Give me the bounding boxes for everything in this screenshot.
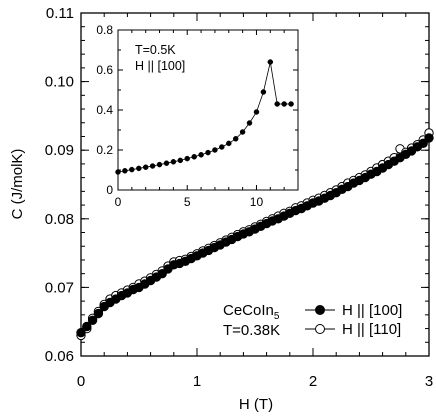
inset-series-point — [191, 154, 197, 160]
main-data-points — [76, 128, 434, 341]
inset-series-point — [226, 140, 232, 147]
legend-marker-110 — [315, 324, 325, 334]
inset-y-tick-label: 0.4 — [96, 103, 113, 117]
inset-series-point — [239, 129, 246, 135]
inset-temperature-label: T=0.5K — [135, 43, 176, 57]
main-y-tick-label: 0.11 — [46, 5, 74, 22]
inset-series-point — [232, 136, 239, 142]
inset-series-point — [274, 101, 280, 107]
main-y-tick-label: 0.08 — [45, 211, 74, 228]
material-main-text: CeCoIn — [223, 302, 274, 319]
inset-series-point — [288, 101, 294, 107]
inset-series-point — [149, 163, 156, 169]
series-100-point — [82, 321, 92, 332]
inset-series-point — [184, 155, 190, 162]
inset-y-tick-label: 0.2 — [96, 143, 113, 157]
inset-plot-background — [118, 30, 298, 190]
main-x-tick-label: 2 — [309, 373, 317, 390]
main-x-tick-label: 3 — [425, 373, 433, 390]
series-100-point — [87, 315, 98, 325]
inset-axis-ticks: 0 5 10 0 0.2 0.4 0.6 0.8 — [96, 23, 299, 209]
inset-series-point — [260, 89, 267, 95]
inset-series-point — [163, 160, 170, 166]
legend-marker-100 — [315, 305, 325, 315]
inset-series-point — [267, 59, 274, 65]
inset-x-tick-label: 5 — [184, 195, 191, 209]
temperature-label: T=0.38K — [223, 322, 280, 339]
inset-series-point — [129, 166, 135, 173]
inset-series-point — [177, 157, 184, 164]
inset-series-point — [219, 144, 225, 150]
main-y-tick-label: 0.10 — [45, 74, 74, 91]
inset-data-points — [115, 59, 294, 175]
inset-y-tick-label: 0.8 — [96, 23, 113, 37]
main-axis-ticks: 0 1 2 3 0.06 0.07 0.08 0.09 0.10 0.11 — [45, 5, 433, 390]
material-subscript-text: 5 — [274, 311, 280, 322]
legend-label-110: H || [110] — [342, 321, 401, 338]
inset-series-point — [122, 168, 128, 174]
inset-series-point — [281, 101, 287, 107]
main-x-tick-label: 1 — [193, 373, 201, 390]
inset-series-point — [115, 169, 121, 175]
main-x-tick-label: 0 — [77, 373, 85, 390]
inset-series-point — [198, 152, 204, 158]
inset-series-point — [142, 164, 149, 170]
inset-series-point — [170, 159, 177, 165]
series-100-point — [76, 328, 86, 338]
inset-series-point — [136, 165, 142, 172]
main-plot-frame — [80, 12, 430, 357]
inset-series-point — [212, 147, 218, 153]
series-100-point — [418, 138, 428, 149]
inset-series-point — [253, 109, 260, 115]
inset-field-label: H || [100] — [135, 59, 185, 73]
inset-y-tick-label: 0.6 — [96, 63, 113, 77]
inset-series-point — [205, 149, 211, 156]
legend: H || [100] H || [110] — [305, 302, 402, 338]
main-y-tick-label: 0.09 — [45, 142, 74, 159]
series-100-point — [93, 308, 104, 319]
inset-series-point — [246, 120, 253, 126]
material-label: CeCoIn5 — [223, 302, 280, 322]
main-x-axis-label: H (T) — [239, 396, 273, 413]
main-y-tick-label: 0.07 — [45, 279, 74, 296]
inset-x-tick-label: 10 — [250, 195, 264, 209]
main-y-axis-label: C (J/molK) — [9, 149, 26, 220]
series-100-point — [424, 133, 434, 143]
inset-series-point — [156, 161, 163, 168]
main-y-tick-label: 0.06 — [45, 348, 74, 365]
legend-label-100: H || [100] — [342, 302, 402, 319]
inset-x-tick-label: 0 — [115, 195, 122, 209]
inset-y-tick-label: 0 — [106, 183, 113, 197]
